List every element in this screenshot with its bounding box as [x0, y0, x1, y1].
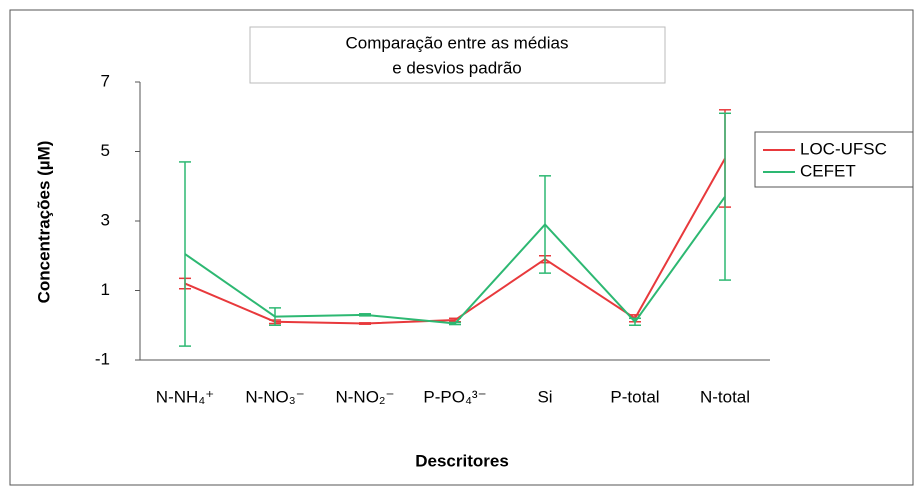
- error-bar: [539, 175, 551, 274]
- error-bar: [359, 322, 371, 325]
- y-tick-label: 3: [101, 210, 110, 229]
- y-tick-label: -1: [95, 349, 110, 368]
- x-tick-label: N-NO₂⁻: [335, 387, 394, 406]
- title-box: [249, 26, 666, 84]
- x-tick-label: P-PO₄³⁻: [423, 387, 486, 406]
- y-tick-label: 1: [101, 280, 110, 299]
- error-bar: [269, 307, 281, 326]
- y-axis-label: Concentrações (µM): [34, 141, 53, 304]
- error-bar: [449, 321, 461, 326]
- y-tick-label: 7: [101, 71, 110, 90]
- x-axis-label: Descritores: [415, 451, 509, 470]
- x-tick-label: P-total: [610, 387, 659, 406]
- error-bar: [719, 112, 731, 281]
- chart-border: [9, 9, 914, 486]
- chart-title: e desvios padrão: [392, 58, 521, 77]
- x-tick-label: N-NH₄⁺: [156, 387, 214, 406]
- error-bar: [179, 161, 191, 347]
- legend-box: [754, 131, 914, 188]
- x-tick-label: Si: [537, 387, 552, 406]
- chart-title: Comparação entre as médias: [345, 33, 568, 52]
- x-tick-label: N-total: [700, 387, 750, 406]
- error-bar: [629, 317, 641, 326]
- legend-label: LOC-UFSC: [800, 139, 887, 158]
- x-tick-label: N-NO₃⁻: [245, 387, 304, 406]
- y-tick-label: 5: [101, 141, 110, 160]
- legend-label: CEFET: [800, 161, 856, 180]
- error-bar: [359, 313, 371, 317]
